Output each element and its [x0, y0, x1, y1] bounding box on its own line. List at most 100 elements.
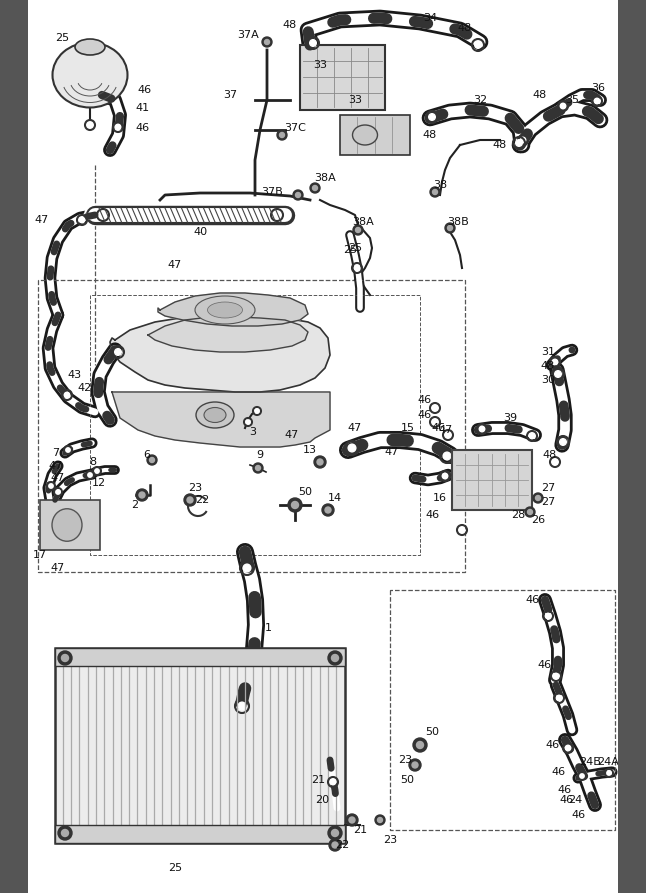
- Text: 50: 50: [400, 775, 414, 785]
- Circle shape: [243, 564, 251, 572]
- Text: 42: 42: [78, 383, 92, 393]
- Text: 50: 50: [298, 487, 312, 497]
- Circle shape: [280, 132, 284, 138]
- Circle shape: [184, 494, 196, 506]
- Circle shape: [556, 696, 562, 701]
- Circle shape: [58, 826, 72, 840]
- Circle shape: [293, 190, 303, 200]
- Text: 38A: 38A: [352, 217, 374, 227]
- Circle shape: [147, 455, 157, 465]
- Circle shape: [443, 473, 448, 479]
- Text: 8: 8: [89, 457, 96, 467]
- Text: 48: 48: [533, 90, 547, 100]
- Text: 46: 46: [571, 810, 585, 820]
- Text: 32: 32: [473, 95, 487, 105]
- Circle shape: [330, 780, 336, 785]
- Text: 46: 46: [557, 785, 571, 795]
- Circle shape: [475, 42, 481, 48]
- Text: 46: 46: [138, 85, 152, 95]
- Circle shape: [516, 139, 523, 146]
- Text: 27: 27: [541, 497, 555, 507]
- Circle shape: [313, 186, 317, 190]
- Text: 26: 26: [531, 515, 545, 525]
- Circle shape: [310, 183, 320, 193]
- Text: 47: 47: [439, 425, 453, 435]
- Ellipse shape: [353, 125, 377, 145]
- Text: 9: 9: [256, 450, 264, 460]
- Ellipse shape: [52, 509, 82, 541]
- Circle shape: [288, 498, 302, 512]
- Bar: [618, 0, 646, 893]
- Circle shape: [274, 212, 280, 218]
- Text: 21: 21: [311, 775, 325, 785]
- Ellipse shape: [195, 296, 255, 324]
- Text: 46: 46: [431, 423, 445, 433]
- Ellipse shape: [75, 39, 105, 55]
- Text: 46: 46: [545, 740, 559, 750]
- Circle shape: [264, 39, 269, 45]
- Circle shape: [139, 492, 145, 498]
- Circle shape: [61, 655, 68, 662]
- Circle shape: [95, 469, 99, 473]
- Circle shape: [87, 122, 93, 128]
- Text: 40: 40: [193, 227, 207, 237]
- Text: 43: 43: [67, 370, 81, 380]
- Circle shape: [61, 830, 68, 837]
- Circle shape: [607, 771, 611, 775]
- Text: 46: 46: [425, 510, 439, 520]
- Text: 25: 25: [55, 33, 69, 43]
- Text: 37B: 37B: [261, 187, 283, 197]
- Text: 13: 13: [303, 445, 317, 455]
- Text: 15: 15: [401, 423, 415, 433]
- Text: 48: 48: [458, 23, 472, 33]
- Text: 46: 46: [525, 595, 539, 605]
- Text: 47: 47: [51, 473, 65, 483]
- Text: 33: 33: [348, 95, 362, 105]
- Circle shape: [245, 420, 250, 424]
- Circle shape: [552, 459, 557, 464]
- Text: 2: 2: [131, 500, 138, 510]
- Ellipse shape: [207, 302, 242, 318]
- Text: 37A: 37A: [237, 30, 259, 40]
- Text: 46: 46: [418, 410, 432, 420]
- Text: 23: 23: [383, 835, 397, 845]
- Text: 3: 3: [249, 427, 256, 437]
- Circle shape: [317, 459, 323, 465]
- Text: 12: 12: [92, 478, 106, 488]
- Circle shape: [136, 489, 148, 501]
- Circle shape: [329, 839, 341, 851]
- Bar: [340, 115, 410, 155]
- Circle shape: [331, 830, 339, 837]
- Bar: [40, 500, 100, 550]
- Text: 31: 31: [541, 347, 555, 357]
- Circle shape: [291, 502, 298, 508]
- Circle shape: [536, 496, 541, 500]
- Circle shape: [99, 212, 107, 218]
- Polygon shape: [158, 293, 308, 326]
- Circle shape: [559, 438, 567, 446]
- Text: 46: 46: [560, 795, 574, 805]
- Text: 46: 46: [418, 395, 432, 405]
- Text: 50: 50: [425, 727, 439, 737]
- Text: 46: 46: [551, 767, 565, 777]
- Text: 48: 48: [543, 450, 557, 460]
- Circle shape: [115, 124, 121, 129]
- Text: 48: 48: [423, 130, 437, 140]
- Circle shape: [445, 223, 455, 233]
- Circle shape: [331, 655, 339, 662]
- Circle shape: [552, 359, 557, 364]
- Circle shape: [66, 447, 70, 452]
- Circle shape: [277, 130, 287, 140]
- Text: 46: 46: [136, 123, 150, 133]
- Text: 47: 47: [35, 215, 49, 225]
- Text: 48: 48: [493, 140, 507, 150]
- Circle shape: [187, 497, 193, 503]
- Circle shape: [49, 484, 53, 488]
- Circle shape: [413, 738, 427, 752]
- Circle shape: [325, 507, 331, 513]
- Circle shape: [346, 814, 358, 826]
- Text: 16: 16: [433, 493, 447, 503]
- Circle shape: [262, 37, 272, 47]
- Text: 47: 47: [168, 260, 182, 270]
- Text: 34: 34: [423, 13, 437, 23]
